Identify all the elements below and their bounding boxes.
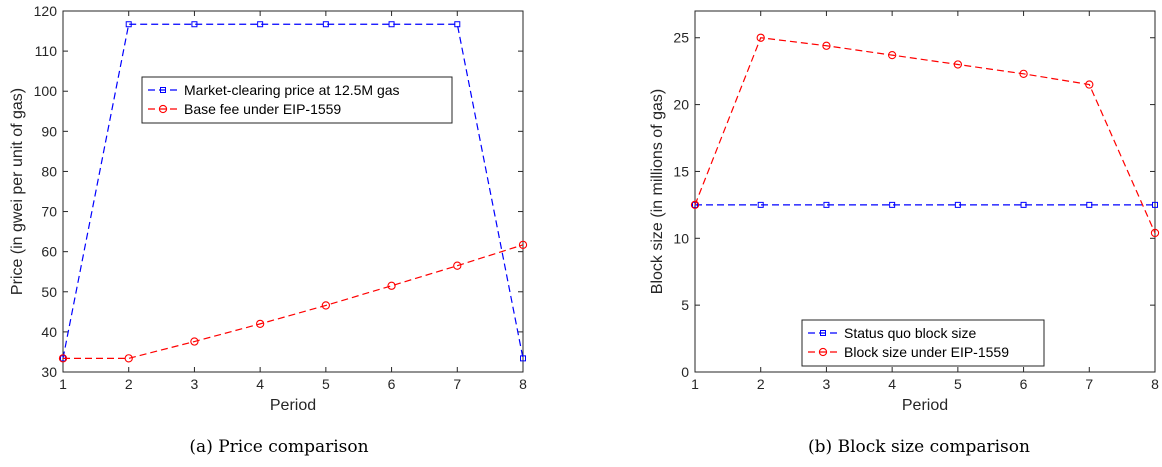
square-marker (520, 355, 526, 362)
x-tick-label: 8 (1151, 376, 1159, 392)
y-axis-label: Price (in gwei per unit of gas) (9, 88, 26, 295)
figure-caption: (a) Price comparison (189, 437, 368, 457)
y-tick-label: 10 (673, 230, 689, 246)
circle-marker (58, 354, 68, 363)
x-tick-label: 4 (888, 376, 896, 392)
y-tick-label: 60 (41, 244, 57, 260)
x-tick-label: 4 (256, 376, 264, 392)
y-tick-label: 90 (41, 123, 57, 139)
circle-marker (953, 60, 963, 69)
circle-marker (1085, 80, 1094, 89)
square-marker (889, 201, 896, 208)
legend-label: Base fee under EIP-1559 (184, 101, 341, 117)
series-line (63, 244, 524, 359)
square-marker (160, 87, 166, 93)
series-line (694, 37, 1156, 234)
circle-marker (690, 200, 700, 210)
x-tick-label: 5 (954, 376, 962, 392)
x-tick-label: 2 (125, 376, 133, 392)
y-tick-label: 40 (41, 324, 57, 340)
x-tick-label: 2 (757, 376, 765, 392)
x-tick-label: 1 (59, 376, 67, 392)
x-axis-label: Period (902, 397, 948, 414)
circle-marker (387, 281, 396, 290)
legend-box (141, 76, 453, 124)
circle-marker (822, 41, 831, 50)
legend: Status quo block size Block size under EI… (801, 319, 1045, 367)
square-marker (820, 330, 826, 336)
circle-marker (518, 240, 528, 249)
figure-caption: (b) Block size comparison (808, 437, 1030, 457)
square-marker (1152, 201, 1158, 208)
x-tick-label: 3 (191, 376, 199, 392)
square-marker (692, 201, 698, 208)
circle-marker (255, 319, 265, 329)
square-marker (322, 21, 329, 28)
y-tick-label: 30 (41, 364, 57, 380)
square-marker (1020, 201, 1027, 208)
x-tick-label: 6 (1020, 376, 1028, 392)
x-tick-label: 5 (322, 376, 330, 392)
legend-label: Market-clearing price at 12.5M gas (184, 82, 400, 98)
circle-marker (158, 104, 168, 114)
y-tick-label: 20 (673, 97, 689, 113)
chart-price-comparison: 1 2 3 4 5 6 7 8 30 40 50 60 70 80 90 100 110 120 Period Pri… (9, 3, 528, 457)
circle-marker (887, 50, 897, 60)
x-tick-label: 7 (1085, 376, 1093, 392)
circle-marker (321, 301, 331, 310)
circle-marker (756, 33, 765, 42)
square-marker (454, 21, 461, 28)
legend: Market-clearing price at 12.5M gas Base f… (141, 76, 453, 124)
legend-label: Block size under EIP-1559 (844, 344, 1009, 360)
x-tick-label: 3 (823, 376, 831, 392)
y-tick-label: 80 (41, 163, 57, 179)
square-marker (191, 21, 198, 28)
legend-box (801, 319, 1045, 367)
y-tick-label: 5 (681, 297, 689, 313)
y-tick-label: 50 (41, 284, 57, 300)
y-tick-label: 15 (673, 163, 689, 179)
legend-label: Status quo block size (844, 325, 977, 341)
y-tick-label: 70 (41, 204, 57, 220)
plot-area (694, 10, 1156, 373)
circle-marker (1150, 228, 1160, 238)
square-marker (823, 201, 830, 208)
y-tick-label: 120 (34, 3, 58, 19)
x-tick-label: 1 (691, 376, 699, 392)
y-tick-label: 25 (673, 30, 689, 46)
square-marker (954, 201, 961, 208)
x-tick-label: 7 (453, 376, 461, 392)
plot-area (62, 10, 524, 373)
square-marker (757, 201, 764, 208)
y-tick-label: 100 (34, 83, 58, 99)
square-marker (257, 21, 264, 28)
chart-block-size-comparison: 1 2 3 4 5 6 7 8 0 5 10 15 20 25 Period Block size (in m… (649, 10, 1160, 457)
square-marker (388, 21, 395, 28)
circle-marker (190, 337, 199, 346)
series-blue (692, 201, 1158, 208)
circle-marker (1019, 69, 1028, 78)
circle-marker (124, 354, 133, 363)
x-tick-label: 6 (388, 376, 396, 392)
series-red (690, 33, 1160, 238)
square-marker (1086, 201, 1093, 208)
y-tick-label: 0 (681, 364, 689, 380)
y-tick-label: 110 (35, 43, 58, 59)
series-red (58, 240, 528, 363)
square-marker (125, 21, 132, 28)
y-axis-label: Block size (in millions of gas) (649, 89, 666, 294)
circle-marker (453, 261, 462, 270)
circle-marker (818, 347, 828, 357)
x-tick-label: 8 (519, 376, 527, 392)
x-axis-label: Period (270, 397, 316, 414)
